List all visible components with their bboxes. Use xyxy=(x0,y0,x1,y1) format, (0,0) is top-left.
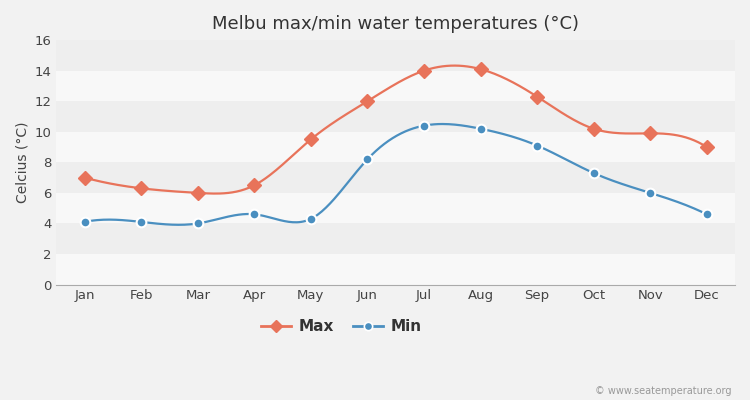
Title: Melbu max/min water temperatures (°C): Melbu max/min water temperatures (°C) xyxy=(212,15,579,33)
Bar xyxy=(56,254,735,284)
Bar xyxy=(56,101,735,132)
Bar xyxy=(56,71,735,101)
Bar xyxy=(56,40,735,71)
Bar xyxy=(56,224,735,254)
Y-axis label: Celcius (°C): Celcius (°C) xyxy=(15,122,29,203)
Legend: Max, Min: Max, Min xyxy=(255,313,428,340)
Text: © www.seatemperature.org: © www.seatemperature.org xyxy=(595,386,731,396)
Bar xyxy=(56,193,735,224)
Bar xyxy=(56,162,735,193)
Bar xyxy=(56,132,735,162)
